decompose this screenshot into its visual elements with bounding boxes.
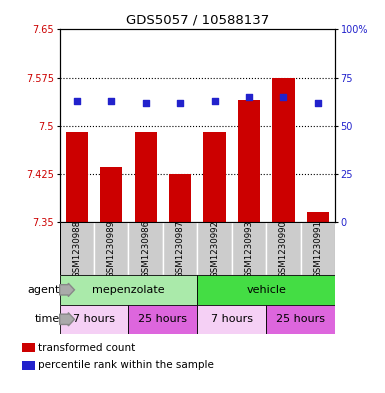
Bar: [306, 212, 329, 222]
Point: [246, 94, 252, 100]
Bar: [197, 305, 266, 334]
FancyArrow shape: [60, 313, 74, 326]
Text: GSM1230992: GSM1230992: [210, 220, 219, 277]
Bar: [272, 78, 295, 222]
Bar: [129, 222, 163, 275]
Text: time: time: [34, 314, 60, 324]
Bar: [22, 343, 35, 352]
Bar: [66, 132, 88, 222]
Text: 7 hours: 7 hours: [73, 314, 115, 324]
Title: GDS5057 / 10588137: GDS5057 / 10588137: [126, 14, 269, 27]
Point: [211, 97, 218, 104]
Point: [142, 99, 149, 106]
Bar: [129, 305, 197, 334]
Bar: [22, 361, 35, 370]
Bar: [266, 222, 301, 275]
FancyArrow shape: [60, 283, 74, 296]
Text: GSM1230990: GSM1230990: [279, 220, 288, 277]
Point: [74, 97, 80, 104]
Bar: [60, 305, 129, 334]
Point: [280, 94, 286, 100]
Text: transformed count: transformed count: [38, 343, 136, 353]
Bar: [238, 100, 260, 222]
Bar: [134, 132, 157, 222]
Text: GSM1230989: GSM1230989: [107, 220, 116, 277]
Text: percentile rank within the sample: percentile rank within the sample: [38, 360, 214, 370]
Bar: [163, 222, 197, 275]
Point: [177, 99, 183, 106]
Bar: [197, 275, 335, 305]
Point: [108, 97, 114, 104]
Bar: [266, 305, 335, 334]
Bar: [301, 222, 335, 275]
Text: 7 hours: 7 hours: [211, 314, 253, 324]
Bar: [60, 222, 94, 275]
Text: 25 hours: 25 hours: [138, 314, 187, 324]
Text: vehicle: vehicle: [246, 285, 286, 295]
Bar: [203, 132, 226, 222]
Text: mepenzolate: mepenzolate: [92, 285, 165, 295]
Text: GSM1230987: GSM1230987: [176, 220, 185, 277]
Text: agent: agent: [27, 285, 60, 295]
Bar: [94, 222, 129, 275]
Text: GSM1230991: GSM1230991: [313, 220, 322, 277]
Text: 25 hours: 25 hours: [276, 314, 325, 324]
Text: GSM1230986: GSM1230986: [141, 220, 150, 277]
Point: [315, 99, 321, 106]
Bar: [232, 222, 266, 275]
Bar: [60, 275, 197, 305]
Bar: [100, 167, 122, 222]
Text: GSM1230993: GSM1230993: [244, 220, 253, 277]
Bar: [197, 222, 232, 275]
Bar: [169, 174, 191, 222]
Text: GSM1230988: GSM1230988: [72, 220, 81, 277]
